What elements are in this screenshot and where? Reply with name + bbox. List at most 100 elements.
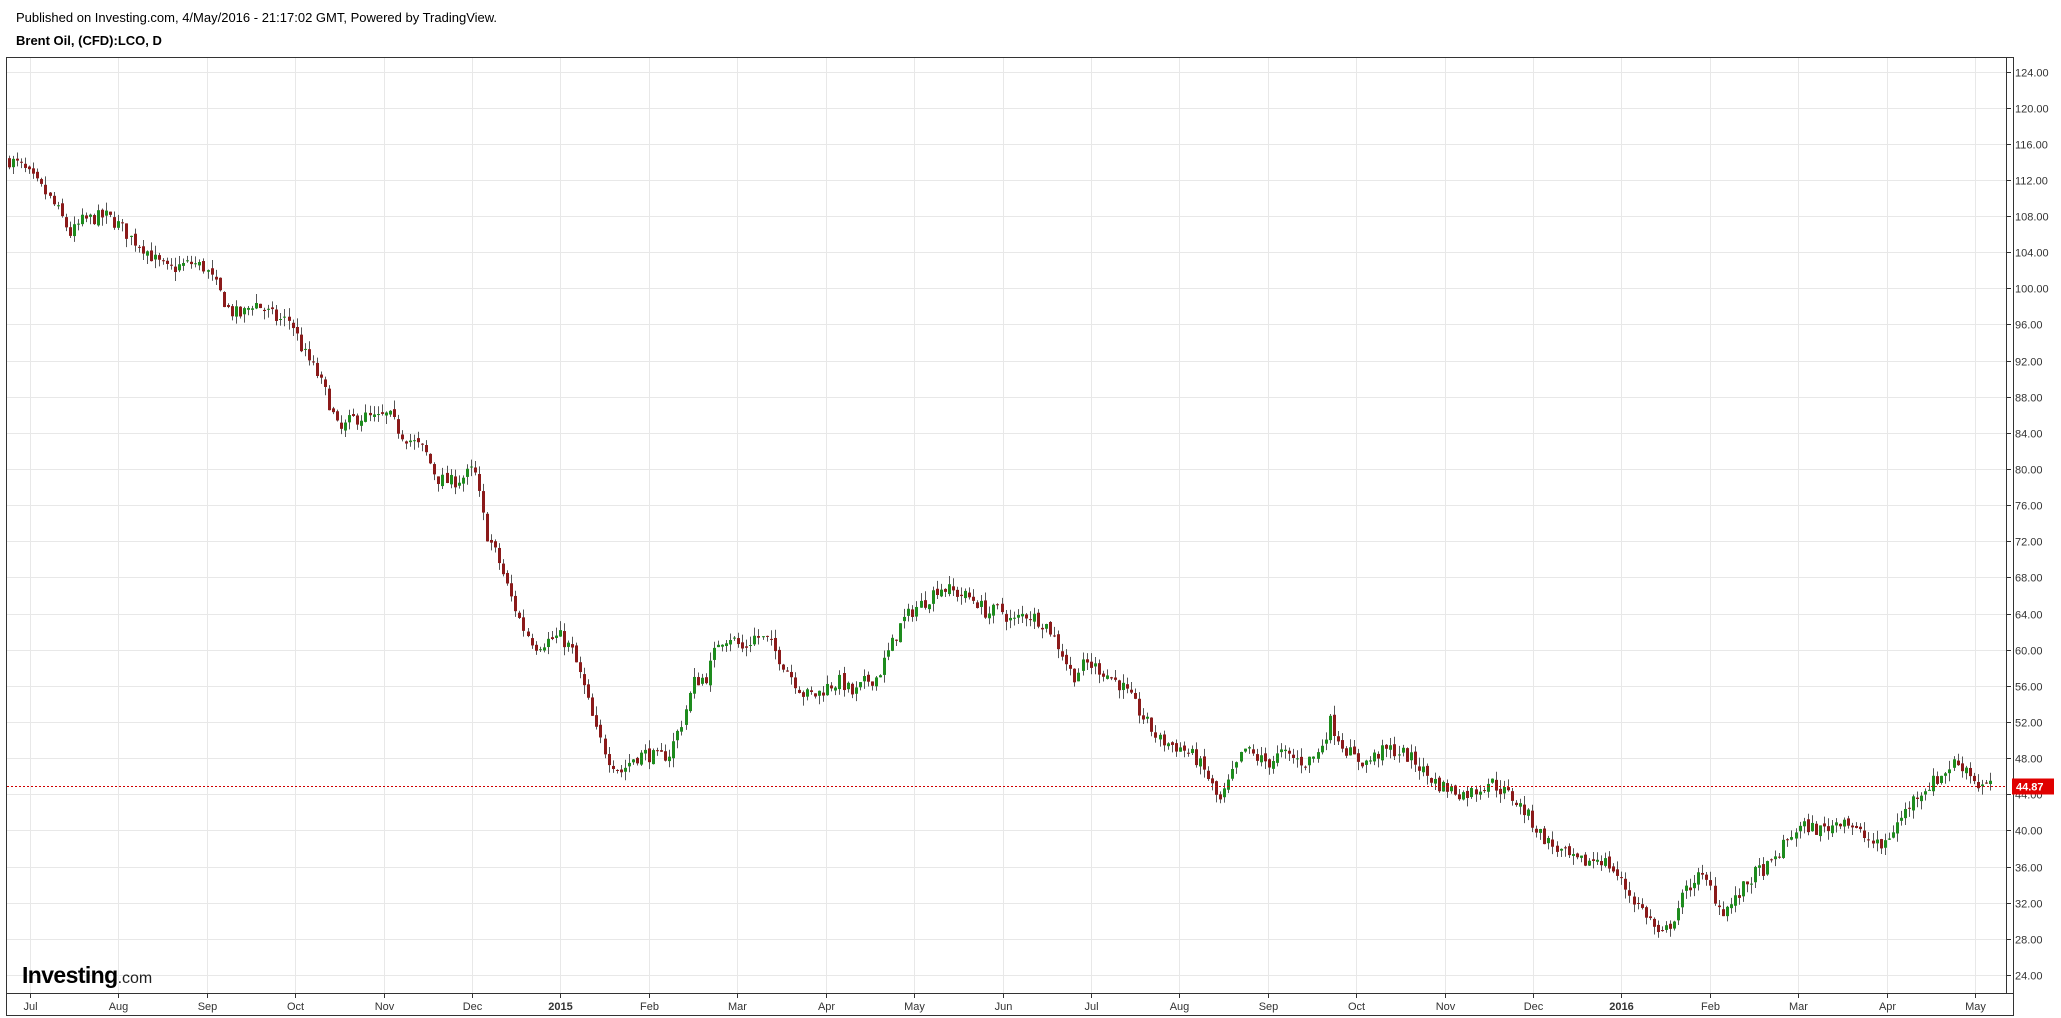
candle-body [1527,809,1530,816]
candle-body [620,769,623,773]
candle-body [381,412,384,414]
candle-body [304,348,307,350]
candle-body [1572,854,1575,856]
candle-body [194,263,197,265]
y-tick-label: 76.00 [2015,501,2043,513]
candle-body [701,677,704,684]
candle-body [65,217,68,228]
candle-body [1102,673,1105,677]
candle-body [1539,829,1542,833]
candle-body [121,222,124,224]
candle-body [1957,760,1960,766]
candle-body [1499,788,1502,795]
candle-body [446,472,449,484]
candle-body [1714,885,1717,904]
candle-body [1507,787,1510,791]
candle-body [1576,853,1579,858]
candle-body [1738,895,1741,898]
candle-body [1329,715,1332,741]
candle-body [219,277,222,291]
candle-body [211,268,214,275]
candle-body [1953,759,1956,768]
candle-body [1989,780,1992,785]
candle-body [1479,791,1482,795]
candle-body [1693,882,1696,889]
candle-body [1774,856,1777,860]
x-tick-label: Jul [1084,1001,1098,1013]
candle-body [1819,825,1822,837]
x-tick-label: Oct [287,1001,304,1013]
candle-body [1207,770,1210,780]
candle-body [1114,677,1117,680]
candle-body [936,588,939,595]
candle-body [1831,825,1834,834]
candle-body [757,636,760,638]
candle-body [279,319,282,321]
candle-body [377,414,380,416]
candle-body [1786,839,1789,841]
candle-body [1608,856,1611,869]
candle-body [1762,864,1765,876]
candle-body [648,748,651,763]
candle-body [1491,778,1494,783]
candle-body [1288,750,1291,754]
candle-body [903,616,906,622]
candle-body [61,203,64,217]
candle-body [1422,766,1425,773]
candle-body [932,590,935,604]
x-tick-label: Jul [23,1001,37,1013]
candle-body [1948,769,1951,774]
x-tick-label: Nov [375,1001,395,1013]
candle-body [851,683,854,695]
candle-body [1005,613,1008,622]
candle-body [486,513,489,542]
candle-body [1547,837,1550,844]
candle-body [389,410,392,415]
x-tick-label: Apr [1879,1001,1896,1013]
candle-body [1215,781,1218,795]
x-tick-label: May [904,1001,925,1013]
candle-body [12,158,15,168]
candle-body [1628,890,1631,896]
candle-body [1454,785,1457,795]
candle-body [895,639,898,641]
candle-body [1863,830,1866,838]
candle-body [733,637,736,639]
candle-body [1033,613,1036,622]
candle-body [1272,761,1275,769]
candle-body [340,422,343,429]
candle-body [166,260,169,264]
candle-body [69,227,72,236]
candle-body [915,606,918,617]
time-axis: Jul Aug Sep Oct Nov Dec 2015 Feb Mar Apr May Jun Jul… [23,993,1986,1013]
candle-body [32,168,35,174]
candle-body [1519,803,1522,807]
x-tick-label: Feb [1701,1001,1720,1013]
candle-body [16,158,19,161]
candle-body [413,440,416,442]
candle-body [1296,758,1299,760]
candle-body [1312,756,1315,759]
candle-body [1029,619,1032,621]
candle-body [547,638,550,648]
candle-body [1795,832,1798,839]
candle-body [1811,822,1814,832]
candle-body [20,161,23,163]
candle-body [1430,778,1433,783]
candle-body [138,246,141,248]
x-tick-label: Jun [995,1001,1013,1013]
candle-body [680,727,683,732]
candle-body [952,586,955,591]
candle-body [782,664,785,670]
candle-body [1090,661,1093,668]
x-tick-label: Nov [1436,1001,1456,1013]
candle-body [1122,682,1125,691]
candle-body [198,262,201,266]
candle-body [93,215,96,225]
candle-body [182,263,185,266]
candle-body [717,644,720,648]
candle-body [1742,881,1745,897]
candle-body [235,306,238,317]
candle-body [425,445,428,453]
